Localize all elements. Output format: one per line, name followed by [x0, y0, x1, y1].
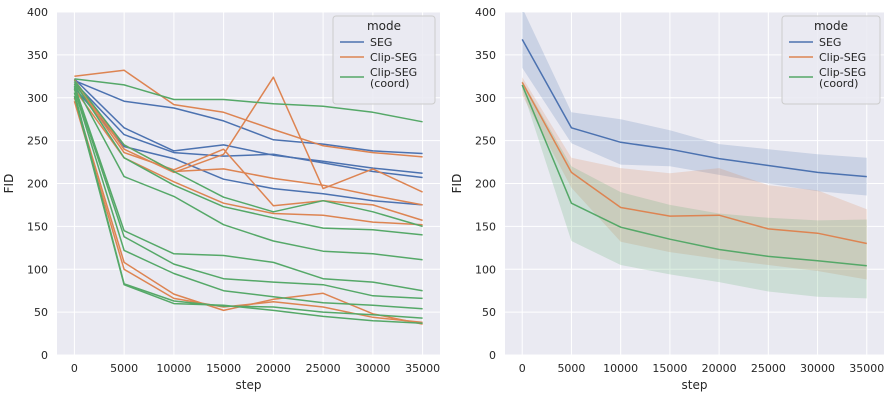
- legend-label: Clip-SEG: [819, 66, 866, 79]
- x-tick-label: 10000: [156, 362, 191, 375]
- chart-left-individual-runs: 0 5000 10000 15000 20000 25000 30000 35000 0 50 10…: [2, 6, 440, 392]
- legend-label: SEG: [819, 36, 841, 49]
- confidence-band: [522, 12, 867, 196]
- series-line: [73, 81, 423, 222]
- y-tick-label: 200: [475, 178, 496, 191]
- series-line: [73, 83, 423, 261]
- legend-label: Clip-SEG: [370, 66, 417, 79]
- x-tick-label: 5000: [557, 362, 585, 375]
- series-line: [73, 95, 423, 325]
- y-tick-label: 400: [475, 6, 496, 19]
- series-line: [73, 92, 423, 319]
- y-tick-label: 250: [475, 135, 496, 148]
- legend-label: Clip-SEG: [819, 51, 866, 64]
- legend-box: [332, 15, 436, 105]
- series-line: [73, 76, 423, 193]
- series-line: [73, 81, 423, 236]
- x-tick-label: 5000: [110, 362, 138, 375]
- series-line: [73, 78, 423, 174]
- x-tick-label: 20000: [256, 362, 291, 375]
- y-tick-label: 200: [27, 178, 48, 191]
- y-axis-label: FID: [450, 174, 464, 194]
- x-tick-label: 10000: [603, 362, 638, 375]
- x-tick-label: 15000: [652, 362, 687, 375]
- legend-label: (coord): [819, 77, 858, 90]
- y-tick-label: 0: [489, 349, 496, 362]
- legend-box: [781, 15, 881, 105]
- legend-label: SEG: [370, 36, 392, 49]
- series-line: [73, 80, 423, 228]
- x-axis-label: step: [682, 378, 708, 392]
- y-tick-label: 250: [27, 135, 48, 148]
- plot-series: [73, 69, 423, 325]
- y-tick-label: 150: [27, 220, 48, 233]
- y-tick-label: 50: [34, 306, 48, 319]
- y-tick-label: 350: [27, 49, 48, 62]
- x-tick-label: 25000: [751, 362, 786, 375]
- series-line: [521, 84, 867, 267]
- x-tick-label: 0: [519, 362, 526, 375]
- series-line: [74, 78, 423, 123]
- legend-title: mode: [367, 19, 401, 33]
- legend-label: (coord): [370, 77, 409, 90]
- series-line: [521, 39, 867, 178]
- series-line: [73, 88, 423, 310]
- x-axis-label: step: [236, 378, 262, 392]
- series-line: [74, 69, 423, 158]
- y-axis-label: FID: [2, 174, 16, 194]
- y-tick-label: 400: [27, 6, 48, 19]
- x-tick-label: 15000: [206, 362, 241, 375]
- legend-title: mode: [814, 19, 848, 33]
- y-tick-label: 350: [475, 49, 496, 62]
- confidence-band: [522, 80, 867, 299]
- series-line: [73, 81, 423, 179]
- y-tick-label: 100: [27, 263, 48, 276]
- y-tick-label: 100: [475, 263, 496, 276]
- series-line: [73, 85, 423, 292]
- x-tick-label: 20000: [702, 362, 737, 375]
- y-tick-label: 300: [27, 92, 48, 105]
- y-tick-label: 300: [475, 92, 496, 105]
- x-tick-label: 25000: [306, 362, 341, 375]
- x-tick-label: 30000: [355, 362, 390, 375]
- series-line: [521, 81, 867, 245]
- legend-label: Clip-SEG: [370, 51, 417, 64]
- x-tick-label: 0: [71, 362, 78, 375]
- y-tick-label: 50: [482, 306, 496, 319]
- x-tick-label: 35000: [405, 362, 440, 375]
- series-line: [73, 87, 423, 300]
- plot-series: [521, 12, 867, 299]
- x-tick-label: 35000: [849, 362, 884, 375]
- x-tick-label: 30000: [800, 362, 835, 375]
- series-line: [74, 79, 423, 155]
- series-line: [73, 100, 423, 324]
- y-tick-label: 150: [475, 220, 496, 233]
- confidence-band: [522, 77, 867, 280]
- chart-right-mean-band: 0 5000 10000 15000 20000 25000 30000 35000 0 50 10…: [450, 6, 884, 392]
- y-tick-label: 0: [41, 349, 48, 362]
